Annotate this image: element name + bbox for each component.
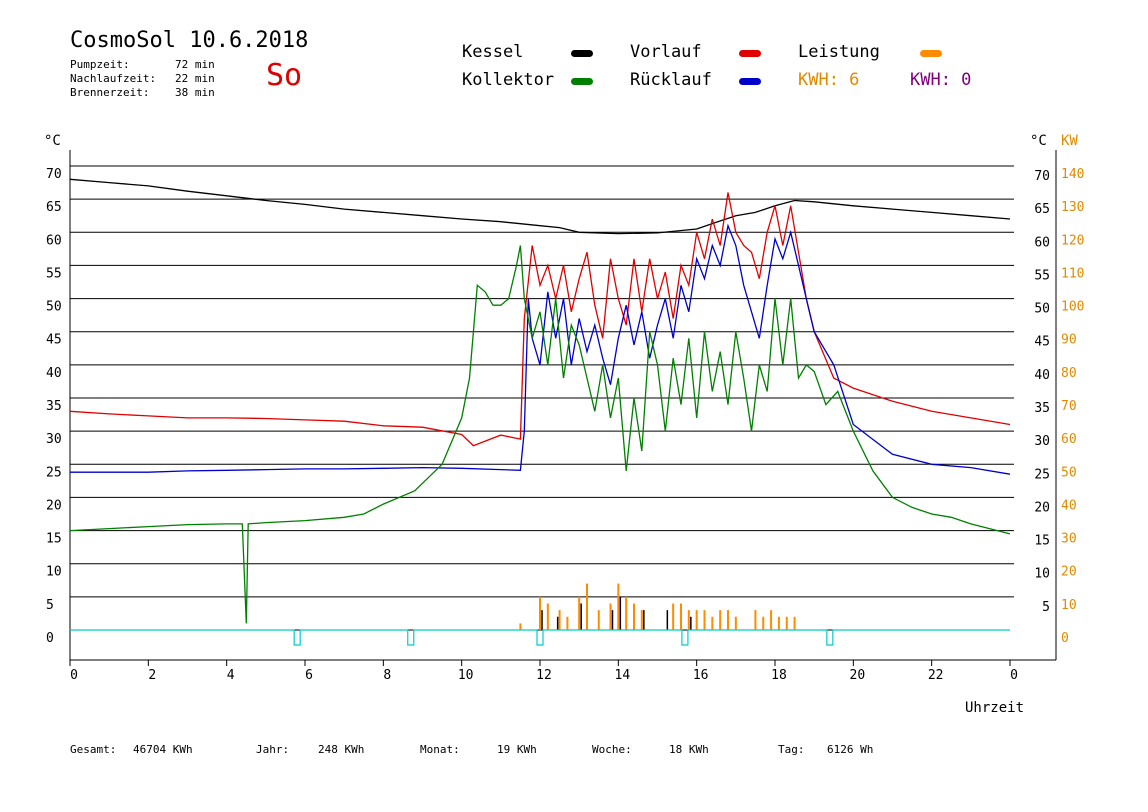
x-axis-label: Uhrzeit	[965, 700, 1025, 716]
legend-vorlauf-label: Vorlauf	[630, 42, 702, 62]
y-tick-label-kw: 0	[1061, 631, 1069, 646]
right-axis-unit-temp: °C	[1030, 133, 1047, 149]
y-tick-label-right: 65	[1034, 202, 1050, 217]
x-tick-label: 2	[148, 668, 156, 683]
legend-kessel-label: Kessel	[462, 42, 524, 62]
y-tick-label-right: 55	[1034, 268, 1050, 283]
day-label: So	[266, 58, 303, 93]
x-tick-label: 8	[383, 668, 391, 683]
y-tick-label-left: 70	[46, 167, 62, 182]
footer-day-label: Tag:	[778, 743, 805, 756]
afterrun-time-value: 22 min	[175, 72, 215, 85]
x-tick-label: 6	[305, 668, 313, 683]
y-tick-label-kw: 20	[1061, 565, 1077, 580]
y-tick-label-left: 20	[46, 498, 62, 513]
y-tick-label-kw: 120	[1061, 233, 1084, 248]
legend-leistung-label: Leistung	[798, 42, 880, 62]
footer-month-label: Monat:	[420, 743, 460, 756]
footer-total-value: 46704 KWh	[133, 743, 193, 756]
y-tick-label-right: 15	[1034, 534, 1050, 549]
x-tick-label: 14	[615, 668, 631, 683]
series-line-rcklauf	[70, 223, 1011, 475]
y-tick-label-left: 50	[46, 300, 62, 315]
legend-vorlauf-swatch	[739, 50, 761, 57]
x-tick-label: 22	[928, 668, 944, 683]
y-tick-label-right: 70	[1034, 169, 1050, 184]
y-tick-label-kw: 80	[1061, 366, 1077, 381]
series-line-kollektor	[69, 245, 1011, 624]
burner-time-label: Brennerzeit:	[70, 86, 150, 99]
chart-title: CosmoSol 10.6.2018	[70, 28, 309, 53]
x-tick-label: 12	[536, 668, 552, 683]
footer-total-label: Gesamt:	[70, 743, 117, 756]
y-tick-label-kw: 100	[1061, 300, 1084, 315]
x-tick-label: 0	[70, 668, 78, 683]
legend-kollektor-swatch	[571, 78, 593, 85]
x-tick-label: 0	[1010, 668, 1018, 683]
y-tick-label-right: 35	[1034, 401, 1050, 416]
y-tick-label-kw: 140	[1061, 167, 1084, 182]
y-tick-label-left: 10	[46, 565, 62, 580]
y-tick-label-left: 30	[46, 432, 62, 447]
legend-ruecklauf-swatch	[739, 78, 761, 85]
y-tick-label-kw: 130	[1061, 200, 1084, 215]
y-tick-label-left: 65	[46, 200, 62, 215]
y-tick-label-kw: 70	[1061, 399, 1077, 414]
y-tick-label-kw: 110	[1061, 266, 1084, 281]
footer-day-value: 6126 Wh	[827, 743, 874, 756]
kwh-purple-label: KWH: 0	[910, 70, 972, 90]
y-tick-label-kw: 50	[1061, 465, 1077, 480]
footer-week-value: 18 KWh	[669, 743, 709, 756]
series-line-kessel	[69, 178, 1011, 235]
y-tick-label-right: 40	[1034, 368, 1050, 383]
y-tick-label-right: 45	[1034, 335, 1050, 350]
footer-month-value: 19 KWh	[497, 743, 537, 756]
legend-ruecklauf-label: Rücklauf	[630, 70, 712, 90]
y-tick-label-left: 40	[46, 366, 62, 381]
right-axis-unit-kw: KW	[1061, 133, 1078, 149]
x-tick-label: 18	[771, 668, 787, 683]
y-tick-label-kw: 90	[1061, 333, 1077, 348]
legend-kessel-swatch	[571, 50, 593, 57]
y-tick-label-kw: 30	[1061, 532, 1077, 547]
x-tick-label: 10	[458, 668, 474, 683]
y-tick-label-left: 55	[46, 266, 62, 281]
y-tick-label-right: 50	[1034, 302, 1050, 317]
y-tick-label-kw: 10	[1061, 598, 1077, 613]
kwh-orange-label: KWH: 6	[798, 70, 860, 90]
legend-kollektor-label: Kollektor	[462, 70, 555, 90]
y-tick-label-left: 15	[46, 532, 62, 547]
series-line-vorlauf	[69, 192, 1011, 447]
y-tick-label-kw: 40	[1061, 498, 1077, 513]
y-tick-label-left: 5	[46, 598, 54, 613]
footer-year-value: 248 KWh	[318, 743, 365, 756]
afterrun-time-label: Nachlaufzeit:	[70, 72, 157, 85]
left-axis-unit: °C	[44, 133, 61, 149]
footer-year-label: Jahr:	[256, 743, 290, 756]
pump-line	[70, 629, 1010, 646]
pump-time-label: Pumpzeit:	[70, 58, 130, 71]
legend-leistung-swatch	[920, 50, 942, 57]
y-tick-label-kw: 60	[1061, 432, 1077, 447]
y-tick-label-right: 60	[1034, 235, 1050, 250]
x-tick-label: 16	[693, 668, 709, 683]
y-tick-label-right: 30	[1034, 434, 1050, 449]
x-tick-label: 20	[850, 668, 866, 683]
y-tick-label-right: 20	[1034, 500, 1050, 515]
burner-time-value: 38 min	[175, 86, 215, 99]
x-tick-label: 4	[227, 668, 235, 683]
pump-time-value: 72 min	[175, 58, 215, 71]
y-tick-label-right: 10	[1034, 567, 1050, 582]
y-tick-label-left: 60	[46, 233, 62, 248]
y-tick-label-right: 5	[1042, 600, 1050, 615]
y-tick-label-right: 25	[1034, 467, 1050, 482]
y-tick-label-left: 35	[46, 399, 62, 414]
y-tick-label-left: 25	[46, 465, 62, 480]
y-tick-label-left: 0	[46, 631, 54, 646]
footer-week-label: Woche:	[592, 743, 632, 756]
y-tick-label-left: 45	[46, 333, 62, 348]
